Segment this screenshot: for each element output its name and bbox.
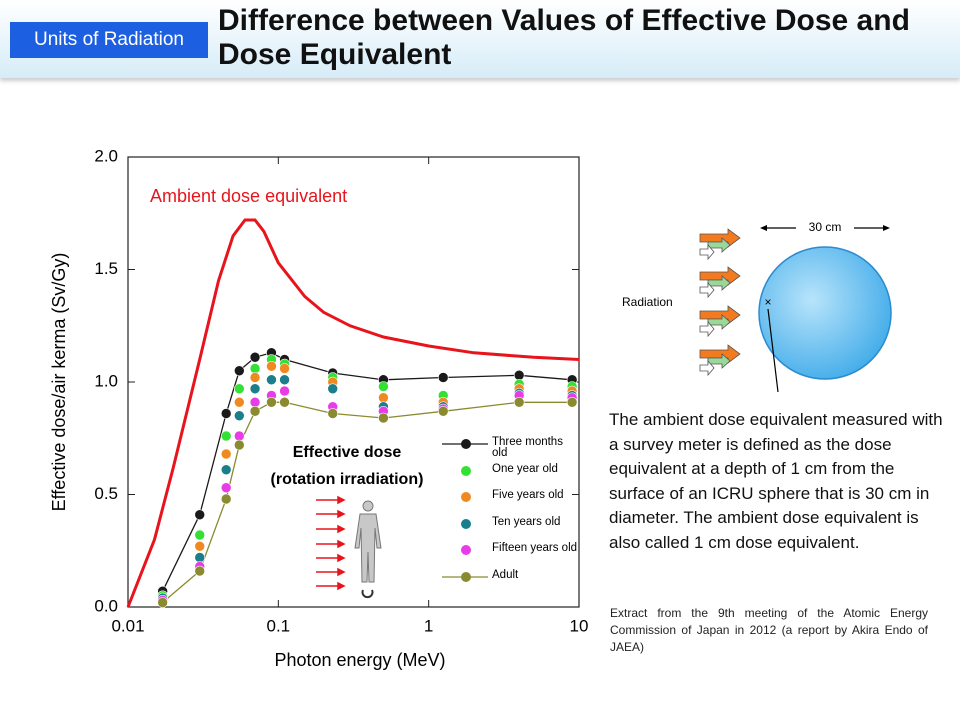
data-point (234, 410, 245, 422)
legend-marker (461, 571, 471, 582)
y-tick-label: 0.5 (94, 484, 118, 503)
data-point (327, 383, 339, 395)
data-point (220, 448, 232, 460)
series-line (162, 401, 573, 603)
series-label: Ambient dose equivalent (150, 186, 347, 206)
legend-label: Ten years old (492, 515, 561, 528)
data-point (220, 482, 232, 494)
legend-item: Three months old (440, 436, 580, 459)
legend-swatch (461, 492, 471, 502)
legend-item: Five years old (440, 489, 580, 504)
data-point (220, 493, 232, 505)
data-point (220, 464, 232, 476)
data-point (266, 360, 277, 372)
data-point (234, 365, 245, 377)
legend-marker (461, 439, 471, 449)
annotation: Effective dose (293, 444, 402, 461)
legend-swatch (461, 545, 471, 555)
legend-label: Five years old (492, 489, 564, 501)
legend-item: Ten years old (440, 515, 580, 531)
legend-label: One year old (492, 462, 558, 475)
data-point (513, 396, 525, 408)
legend-swatch (442, 439, 488, 449)
data-point (249, 383, 261, 395)
data-point (566, 396, 578, 408)
y-tick-label: 1.5 (94, 259, 118, 278)
data-point (249, 405, 261, 417)
data-point (279, 396, 290, 408)
data-point (249, 363, 261, 374)
y-tick-label: 2.0 (94, 146, 118, 165)
series-line (162, 352, 573, 592)
data-point (266, 396, 277, 408)
data-point (249, 372, 261, 383)
sphere-diagram: × (699, 225, 892, 393)
slide-title: Difference between Values of Effective D… (218, 4, 910, 71)
data-point (194, 540, 206, 552)
legend-label: Fifteen years old (492, 542, 578, 554)
svg-text:×: × (764, 295, 771, 309)
source-note: Extract from the 9th meeting of the Atom… (610, 606, 928, 654)
radiation-label: Radiation (622, 295, 673, 309)
data-point (220, 408, 232, 419)
data-point (234, 396, 245, 408)
data-point (157, 597, 168, 608)
data-point (194, 529, 206, 541)
data-point (234, 383, 245, 395)
irradiation-arrows (316, 495, 346, 591)
data-point (279, 374, 290, 386)
legend-item: Fifteen years old (440, 542, 580, 557)
legend-item: Adult (440, 568, 580, 584)
data-point (234, 439, 245, 451)
data-point (513, 369, 525, 381)
data-point (279, 385, 290, 397)
y-axis-label: Effective dose/air kerma (Sv/Gy) (49, 253, 69, 512)
legend-label: Three months old (492, 436, 563, 459)
data-point (249, 351, 261, 363)
legend-swatch (461, 465, 471, 476)
legend-swatch (442, 571, 488, 582)
size-label: 30 cm (809, 220, 842, 234)
data-point (194, 509, 206, 521)
x-tick-label: 0.1 (267, 616, 291, 635)
legend-marker (461, 465, 471, 476)
annotation: (rotation irradiation) (271, 471, 424, 488)
data-point (279, 363, 290, 374)
data-point (378, 381, 389, 392)
human-figure (354, 500, 382, 599)
data-point (194, 565, 206, 577)
data-point (234, 430, 245, 442)
data-point (249, 396, 261, 408)
legend-marker (461, 545, 471, 555)
data-point (437, 372, 449, 383)
y-tick-label: 1.0 (94, 371, 118, 390)
data-point (194, 552, 206, 563)
series-line (126, 218, 580, 608)
data-point (327, 408, 339, 419)
legend-marker (461, 492, 471, 502)
x-tick-label: 10 (570, 616, 589, 635)
legend-marker (461, 518, 471, 529)
legend-swatch (461, 518, 471, 529)
data-point (266, 374, 277, 386)
y-tick-label: 0.0 (94, 596, 118, 615)
section-tag: Units of Radiation (10, 22, 208, 58)
data-point (437, 405, 449, 417)
legend-item: One year old (440, 462, 580, 478)
x-axis-label: Photon energy (MeV) (274, 650, 445, 670)
data-point (220, 430, 232, 442)
data-point (378, 392, 389, 404)
description: The ambient dose equivalent measured wit… (609, 410, 943, 552)
x-tick-label: 1 (424, 616, 433, 635)
x-tick-label: 0.01 (111, 616, 144, 635)
data-point (378, 412, 389, 424)
legend-label: Adult (492, 568, 519, 581)
